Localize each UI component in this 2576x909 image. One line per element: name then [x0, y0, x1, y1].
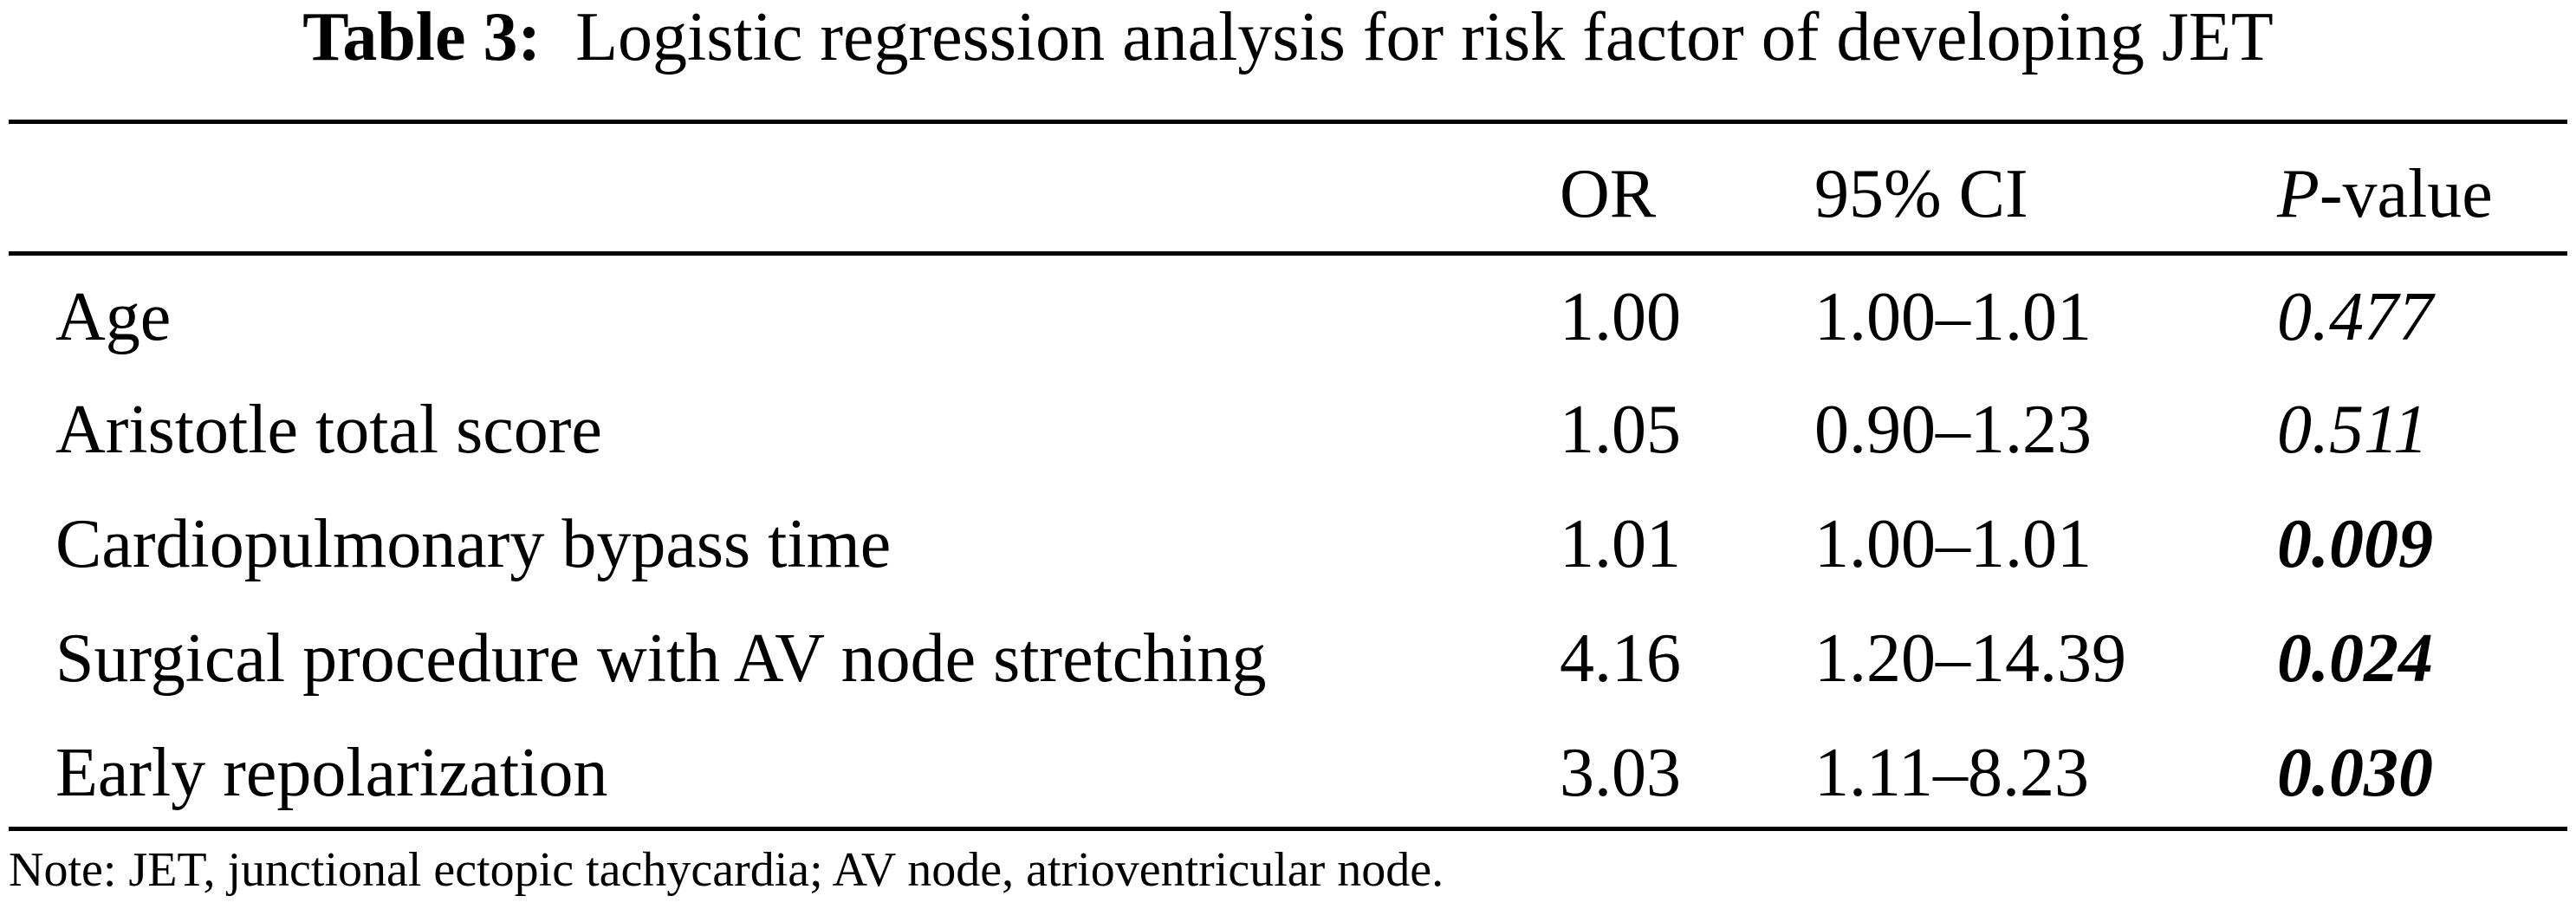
table-note: Note: JET, junctional ectopic tachycardi… [9, 843, 1444, 897]
table-row-name: Age [55, 279, 172, 355]
table-caption: Table 3: Logistic regression analysis fo… [0, 0, 2576, 75]
table-row-or: 4.16 [1560, 620, 1681, 697]
table-row-or: 1.05 [1560, 392, 1681, 468]
table-row-name: Cardiopulmonary bypass time [55, 506, 892, 582]
table-row-ci: 1.00–1.01 [1814, 506, 2092, 582]
table-row-ci: 0.90–1.23 [1814, 392, 2092, 468]
table-row-or: 3.03 [1560, 735, 1681, 811]
table-row-p-value-significant: 0.024 [2277, 620, 2433, 697]
table-row-ci: 1.00–1.01 [1814, 279, 2092, 355]
table-caption-text: Logistic regression analysis for risk fa… [575, 0, 2274, 75]
column-header-p-suffix: -value [2319, 156, 2493, 232]
table-row-p-value: 0.511 [2277, 392, 2429, 468]
table-caption-label: Table 3: [302, 0, 542, 75]
table-bottom-rule [9, 827, 2567, 831]
column-header-ci: 95% CI [1814, 156, 2028, 232]
table-top-rule [9, 120, 2567, 124]
table-row-name: Early repolarization [55, 735, 608, 811]
table-row-p-value-significant: 0.030 [2277, 735, 2433, 811]
table-row-or: 1.00 [1560, 279, 1681, 355]
column-header-p-letter: P [2277, 156, 2320, 232]
table-row-p-value-significant: 0.009 [2277, 506, 2433, 582]
column-header-or: OR [1560, 156, 1657, 232]
table-header-rule [9, 251, 2567, 256]
column-header-p-value: P-value [2277, 159, 2493, 229]
table-row-name: Aristotle total score [55, 392, 602, 468]
table-row-or: 1.01 [1560, 506, 1681, 582]
table-row-p-value: 0.477 [2277, 279, 2433, 355]
table-row-name: Surgical procedure with AV node stretchi… [55, 620, 1267, 697]
table-row-ci: 1.11–8.23 [1814, 735, 2090, 811]
table-row-ci: 1.20–14.39 [1814, 620, 2126, 697]
